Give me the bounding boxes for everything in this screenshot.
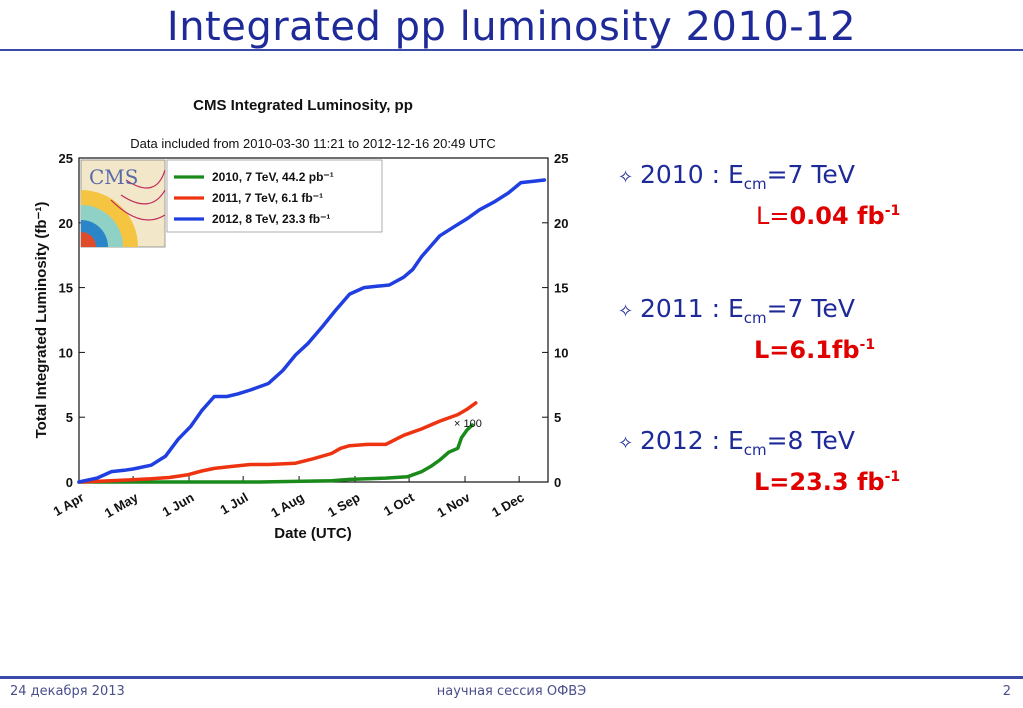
legend: 2010, 7 TeV, 44.2 pb⁻¹ 2011, 7 TeV, 6.1 … (166, 159, 383, 233)
x-tick-label: 1 Sep (325, 490, 363, 520)
x-tick-label: 1 Apr (51, 490, 87, 519)
bullet-2010: ✧ 2010 : Ecm=7 TeV L=0.04 fb-1 (618, 160, 1018, 230)
bullet-2010-luminosity: L=0.04 fb-1 (756, 202, 901, 230)
y-tick-label-right: 20 (554, 216, 568, 231)
x-tick-label: 1 Oct (381, 489, 417, 519)
footer-date: 24 декабря 2013 (10, 684, 125, 699)
legend-label-2012: 2012, 8 TeV, 23.3 fb⁻¹ (212, 212, 330, 226)
bullet-2011-energy: ✧ 2011 : Ecm=7 TeV (618, 294, 855, 327)
x-tick-label: 1 Nov (434, 489, 473, 520)
legend-label-2011: 2011, 7 TeV, 6.1 fb⁻¹ (212, 191, 323, 205)
chart-title: CMS Integrated Luminosity, pp (193, 97, 413, 114)
slide-number: 2 (1002, 684, 1011, 699)
y-tick-label-left: 20 (59, 216, 73, 231)
y-tick-label-right: 0 (554, 475, 561, 490)
svg-text:CMS: CMS (89, 165, 138, 189)
diamond-icon: ✧ (618, 301, 634, 322)
bullet-list: ✧ 2010 : Ecm=7 TeV L=0.04 fb-1 ✧ 2011 : Ec… (618, 160, 1018, 496)
legend-label-2010: 2010, 7 TeV, 44.2 pb⁻¹ (212, 170, 334, 184)
luminosity-chart: CMS Integrated Luminosity, pp Data inclu… (33, 97, 568, 542)
bullet-2012-energy: ✧ 2012 : Ecm=8 TeV (618, 426, 855, 459)
x-tick-label: 1 Jun (160, 490, 197, 520)
chart-subtitle: Data included from 2010-03-30 11:21 to 2… (130, 136, 495, 151)
top-divider (0, 49, 1023, 51)
bullet-2010-energy: ✧ 2010 : Ecm=7 TeV (618, 160, 855, 193)
series-line-2 (77, 178, 547, 484)
x-tick-label: 1 Dec (489, 490, 527, 520)
y-tick-label-right: 5 (554, 410, 561, 425)
x-tick-label: 1 Aug (268, 490, 306, 521)
series-line-0 (77, 423, 474, 484)
y-tick-label-right: 25 (554, 151, 568, 166)
y-tick-label-left: 15 (59, 281, 73, 296)
y-tick-label-right: 15 (554, 281, 568, 296)
bullet-2012: ✧ 2012 : Ecm=8 TeV L=23.3 fb-1 (618, 426, 1018, 496)
x-axis-label: Date (UTC) (274, 525, 352, 542)
x-tick-label: 1 May (102, 489, 141, 520)
footer-session: научная сессия ОФВЭ (436, 684, 587, 699)
x-tick-label: 1 Jul (217, 490, 250, 518)
y-tick-label-left: 0 (66, 475, 73, 490)
cms-logo: CMS (80, 159, 166, 248)
bullet-2012-luminosity: L=23.3 fb-1 (754, 468, 901, 496)
y-tick-label-left: 5 (66, 410, 73, 425)
y-axis-label: Total Integrated Luminosity (fb⁻¹) (33, 202, 50, 439)
bottom-divider (0, 676, 1023, 679)
scale-annotation: × 100 (454, 418, 482, 430)
bullet-2011-luminosity: L=6.1fb-1 (754, 336, 876, 364)
y-tick-label-left: 25 (59, 151, 73, 166)
y-tick-label-right: 10 (554, 345, 568, 360)
series-line-1 (77, 401, 478, 484)
diamond-icon: ✧ (618, 167, 634, 188)
slide-title: Integrated pp luminosity 2010-12 (166, 4, 857, 50)
diamond-icon: ✧ (618, 433, 634, 454)
y-tick-label-left: 10 (59, 345, 73, 360)
bullet-2011: ✧ 2011 : Ecm=7 TeV L=6.1fb-1 (618, 294, 1018, 364)
